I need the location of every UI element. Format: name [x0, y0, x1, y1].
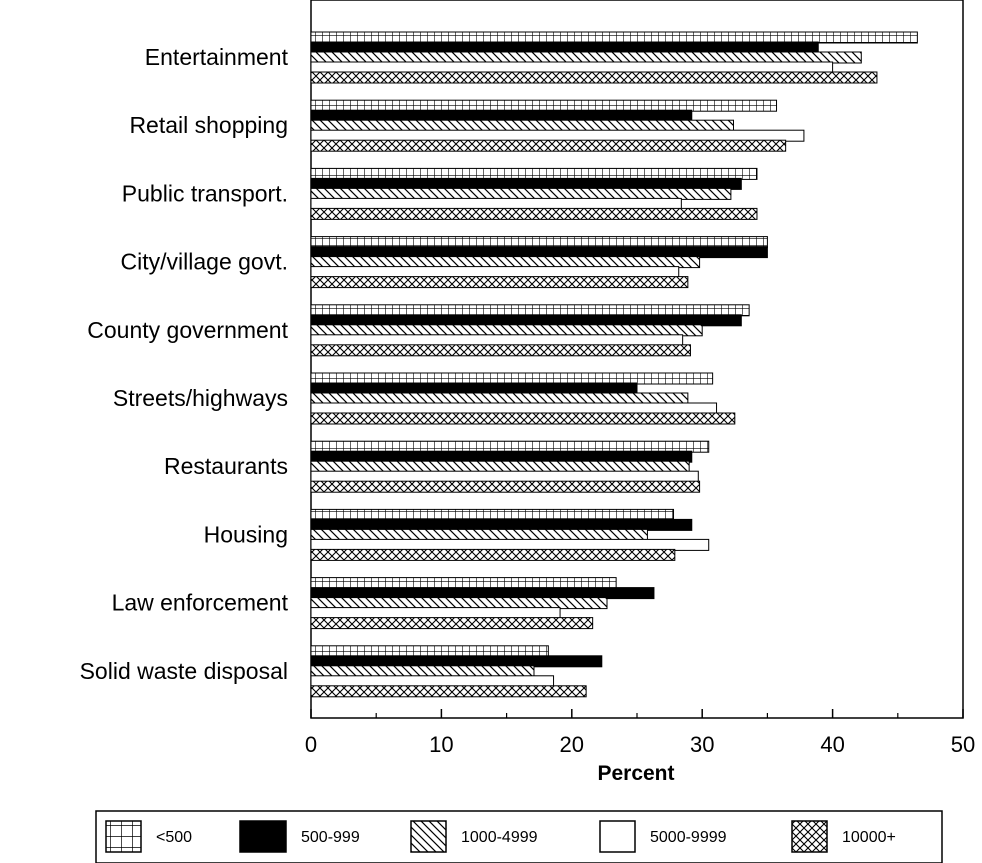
- bar-solid: [310, 450, 693, 463]
- bar-diagonal: [310, 597, 608, 610]
- x-tick-label: 10: [429, 732, 453, 757]
- legend-label: 500-999: [301, 829, 360, 846]
- bars-group: [310, 31, 918, 698]
- category-label: Solid waste disposal: [80, 658, 288, 684]
- bar-diagonal: [310, 460, 690, 473]
- category-labels: Entertainment Retail shopping Public trans…: [80, 44, 289, 684]
- bar-white: [310, 470, 699, 483]
- bar-white: [310, 197, 682, 210]
- bar-grid: [310, 304, 750, 317]
- bar-diagonal: [310, 187, 732, 200]
- bar-white: [310, 538, 710, 551]
- bar-solid: [310, 655, 603, 668]
- legend-label: 1000-4999: [461, 829, 538, 846]
- category-label: Restaurants: [164, 453, 288, 479]
- bar-white: [310, 61, 834, 74]
- bar-solid: [310, 246, 768, 259]
- bar-crosshatch: [310, 276, 689, 289]
- bar-solid: [310, 41, 819, 54]
- bar-diagonal: [310, 51, 862, 64]
- bar-grid: [310, 645, 549, 658]
- bar-crosshatch: [310, 412, 736, 425]
- bar-crosshatch: [310, 71, 878, 84]
- bar-white: [310, 675, 555, 688]
- legend-swatch-crosshatch: [791, 820, 828, 853]
- bar-crosshatch: [310, 480, 701, 493]
- legend: <500 500-999 1000-4999 5000-9999 10000+: [95, 810, 943, 863]
- bar-crosshatch: [310, 207, 758, 220]
- bar-grid: [310, 167, 758, 180]
- bar-diagonal: [310, 324, 703, 337]
- bar-grid: [310, 236, 768, 249]
- x-axis-title: Percent: [597, 762, 674, 785]
- bar-solid: [310, 587, 655, 600]
- bar-solid: [310, 177, 742, 190]
- bar-crosshatch: [310, 139, 787, 152]
- bar-solid: [310, 314, 742, 327]
- bar-crosshatch: [310, 344, 691, 357]
- bar-white: [310, 334, 684, 347]
- bar-diagonal: [310, 665, 535, 678]
- legend-label: 5000-9999: [650, 829, 727, 846]
- legend-swatch-diagonal: [410, 820, 447, 853]
- x-tick-label: 30: [690, 732, 714, 757]
- bar-grid: [310, 440, 710, 453]
- bar-diagonal: [310, 119, 734, 132]
- x-tick-label: 0: [305, 732, 317, 757]
- category-label: Streets/highways: [113, 385, 288, 411]
- bar-crosshatch: [310, 685, 587, 698]
- legend-label: <500: [156, 829, 192, 846]
- legend-swatch-white: [599, 820, 636, 853]
- bar-diagonal: [310, 528, 648, 541]
- bar-white: [310, 607, 561, 620]
- bar-solid: [310, 518, 693, 531]
- bar-crosshatch: [310, 548, 676, 561]
- bar-grid: [310, 31, 918, 44]
- category-label: City/village govt.: [121, 249, 288, 275]
- bar-white: [310, 266, 680, 279]
- x-axis: 0 10 20 30 40 50: [305, 709, 975, 757]
- bar-grid: [310, 508, 675, 521]
- bar-white: [310, 129, 805, 142]
- bar-grid: [310, 577, 617, 590]
- category-label: Public transport.: [122, 180, 288, 206]
- x-tick-label: 20: [560, 732, 584, 757]
- category-label: Housing: [204, 521, 288, 547]
- legend-label: 10000+: [842, 829, 896, 846]
- bar-diagonal: [310, 256, 701, 269]
- bar-solid: [310, 109, 693, 122]
- bar-white: [310, 402, 718, 415]
- category-label: County government: [87, 317, 288, 343]
- category-label: Law enforcement: [112, 590, 289, 616]
- bar-diagonal: [310, 392, 689, 405]
- bar-grid: [310, 99, 778, 112]
- x-tick-label: 50: [951, 732, 975, 757]
- bar-grid: [310, 372, 714, 385]
- category-label: Entertainment: [145, 44, 289, 70]
- legend-swatch-solid: [239, 820, 287, 853]
- bar-crosshatch: [310, 617, 594, 630]
- category-label: Retail shopping: [129, 112, 288, 138]
- legend-swatch-grid: [105, 820, 142, 853]
- x-tick-label: 40: [820, 732, 844, 757]
- bar-solid: [310, 382, 638, 395]
